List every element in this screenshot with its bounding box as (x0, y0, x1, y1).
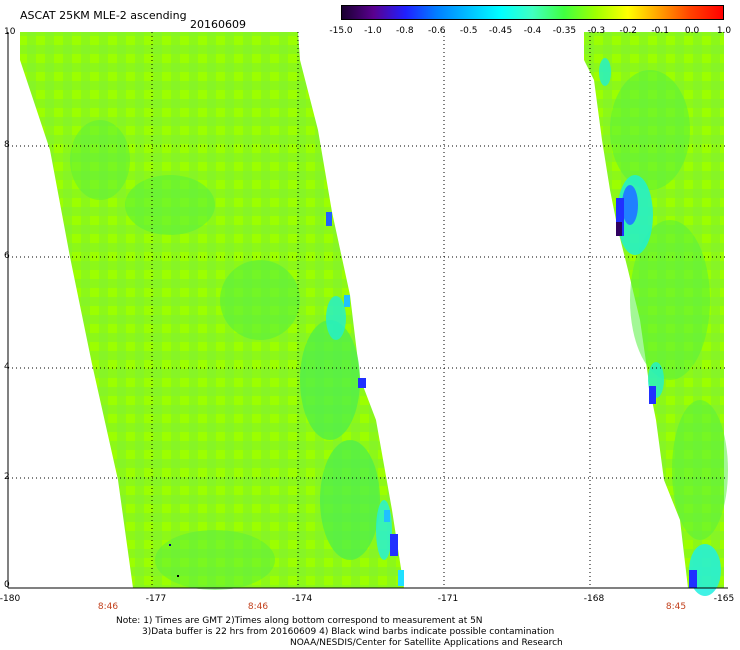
grid-lines (8, 32, 728, 588)
colorbar-tick-label: -1.0 (364, 26, 382, 36)
swath-west-low (358, 378, 366, 388)
note-line-2: 3)Data buffer is 22 hrs from 20160609 4)… (142, 627, 555, 637)
colorbar-tick-label: -0.1 (651, 26, 669, 36)
colorbar-tick-label: 0.0 (684, 26, 700, 36)
y-tick-label: 2 (4, 472, 10, 482)
colorbar-tick-label: 1.0 (716, 26, 732, 36)
x-tick-label: -174 (291, 594, 313, 604)
swath-west-low (398, 570, 404, 586)
x-tick-label: -180 (0, 594, 21, 604)
swath-west-patch (220, 260, 300, 340)
swath-east-low (616, 198, 624, 236)
y-tick-label: 8 (4, 140, 10, 150)
note-line-1: Note: 1) Times are GMT 2)Times along bot… (116, 616, 483, 626)
note-line-3: NOAA/NESDIS/Center for Satellite Applica… (290, 638, 563, 648)
swath-east-low (649, 386, 656, 404)
colorbar-tick-label: -0.3 (587, 26, 606, 36)
colorbar-tick-label: -0.8 (396, 26, 414, 36)
colorbar-tick-label: -0.5 (459, 26, 478, 36)
y-tick-label: 0 (4, 580, 10, 590)
pass-time-label: 8:45 (665, 602, 687, 612)
pass-time-label: 8:46 (97, 602, 119, 612)
swath-west-low (344, 295, 350, 307)
colorbar-tick-label: -15.0 (329, 26, 353, 36)
swath-west-patch (155, 530, 275, 590)
pass-time-label: 8:46 (247, 602, 269, 612)
colorbar-tick-label: -0.35 (552, 26, 577, 36)
colorbar-tick-label: -0.45 (488, 26, 513, 36)
x-tick-label: -177 (145, 594, 167, 604)
colorbar-tick-label: -0.2 (619, 26, 638, 36)
swath-west-patch (70, 120, 130, 200)
swath-west-low (384, 510, 390, 522)
swath-west-low (376, 500, 392, 560)
x-tick-label: -168 (583, 594, 605, 604)
y-tick-label: 4 (4, 362, 10, 372)
swath-east-patch (630, 220, 710, 380)
x-tick-label: -165 (713, 594, 735, 604)
swath-west-low (390, 534, 398, 556)
x-tick-label: -171 (437, 594, 459, 604)
swath-east-patch (610, 70, 690, 190)
swath-east-low (622, 185, 638, 225)
y-tick-label: 6 (4, 251, 10, 261)
wind-barb-mark (169, 544, 171, 546)
swath-west-patch (125, 175, 215, 235)
colorbar-tick-label: -0.4 (523, 26, 542, 36)
swath-west-low (326, 212, 332, 226)
swath-east-low (616, 222, 622, 236)
y-tick-label: 10 (4, 27, 16, 37)
swath-east-low (689, 570, 697, 588)
swath-east-patch (672, 400, 728, 540)
map-date: 20160609 (190, 18, 246, 31)
swath-east-low (599, 58, 611, 86)
colorbar-tick-label: -0.6 (427, 26, 446, 36)
swath-west-patch (300, 320, 360, 440)
swath-west-patch (320, 440, 380, 560)
wind-barb-mark (177, 575, 179, 577)
axis-lines (7, 32, 728, 589)
swath-west-low (326, 296, 346, 340)
map-title: ASCAT 25KM MLE-2 ascending (20, 9, 187, 22)
colorbar (341, 5, 724, 20)
